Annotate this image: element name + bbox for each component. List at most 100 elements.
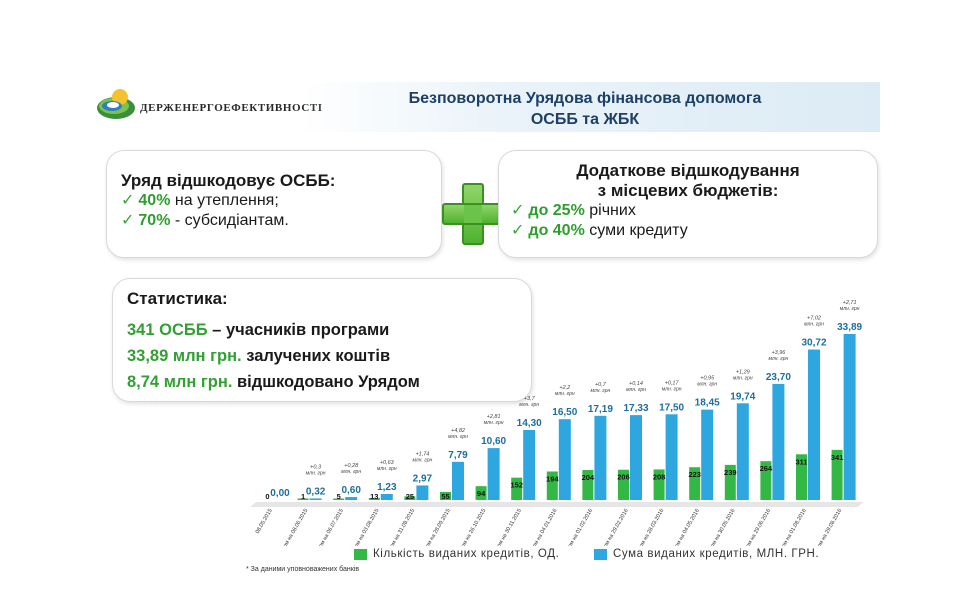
count-label: 194 <box>546 474 559 483</box>
government-item-2: ✓ 70% - субсидіантам. <box>121 211 441 231</box>
title-band <box>300 82 880 132</box>
count-bar <box>689 467 701 500</box>
category-label: станом на 03.08.2015 <box>348 508 381 546</box>
count-bar <box>582 470 594 500</box>
footnote: * За даними уповноважених банків <box>246 566 360 573</box>
increment-value: +7,02 <box>807 316 821 322</box>
stat-text: – учасників програми <box>207 321 390 339</box>
legend-swatch-blue <box>594 548 607 560</box>
local-heading-line-1: Додаткове відшкодування <box>576 161 800 180</box>
category-label: станом на 08.06.2015 <box>277 508 310 546</box>
category-label: станом на 28.03.2016 <box>633 508 666 546</box>
increment-value: +1,29 <box>736 369 750 375</box>
statistics-box: Статистика: 341 ОСББ – учасників програм… <box>112 278 532 402</box>
count-bar <box>653 469 665 500</box>
stat-value: 33,89 млн грн. <box>127 347 242 365</box>
category-label: станом на 06.07.2015 <box>312 508 345 546</box>
count-label: 239 <box>724 468 737 477</box>
sum-label: 1,23 <box>377 482 397 493</box>
increment-unit: млн. грн <box>804 322 824 328</box>
check-icon: ✓ <box>121 212 135 229</box>
chart-baseline <box>250 502 864 507</box>
count-bar <box>440 491 451 500</box>
local-item-2: ✓ до 40% суми кредиту <box>511 221 877 241</box>
check-icon: ✓ <box>121 192 135 209</box>
sum-bar <box>665 414 678 500</box>
category-label: станом на 29.02.2016 <box>597 508 630 546</box>
sum-label: 2,97 <box>413 473 433 484</box>
sum-bar <box>380 493 393 500</box>
sum-bar <box>309 498 322 500</box>
sum-bar <box>452 461 464 500</box>
increment-value: +3,7 <box>524 396 536 402</box>
count-bar <box>546 471 558 500</box>
sum-label: 18,45 <box>695 398 720 409</box>
increment-value: +0,14 <box>629 381 643 387</box>
sum-bar <box>630 415 642 500</box>
sum-label: 23,70 <box>766 372 791 383</box>
local-item-1: ✓ до 25% річних <box>511 201 877 221</box>
count-label: 152 <box>510 481 523 490</box>
sum-label: 33,89 <box>837 322 862 333</box>
count-label: 25 <box>406 492 414 501</box>
stat-line-2: 33,89 млн грн. залучених коштів <box>127 343 531 369</box>
sum-bar <box>416 485 429 500</box>
sum-bar <box>772 383 785 500</box>
legend-sum: Сума виданих кредитів, МЛН. ГРН. <box>594 548 819 560</box>
item-text: - субсидіантам. <box>170 212 289 229</box>
item-value: до 25% <box>528 202 585 219</box>
sum-label: 7,79 <box>448 450 468 461</box>
sum-label: 17,50 <box>659 402 684 413</box>
increment-unit: млн. грн <box>626 387 646 393</box>
increment-unit: млн. грн <box>733 375 753 381</box>
legend-label: Сума виданих кредитів, МЛН. ГРН. <box>613 548 820 560</box>
stat-line-3: 8,74 млн грн. відшкодовано Урядом <box>127 369 531 395</box>
increment-unit: млн. грн <box>555 391 575 397</box>
increment-value: +0,7 <box>595 382 607 388</box>
sum-label: 16,50 <box>552 407 577 418</box>
category-label: станом на 29.06.2016 <box>740 508 773 546</box>
increment-unit: млн. грн <box>377 466 397 472</box>
increment-value: +4,82 <box>451 428 465 434</box>
item-text: річних <box>584 202 636 219</box>
category-label: станом на 29.08.2016 <box>811 508 844 546</box>
category-label: 08.05.2015 <box>255 508 274 535</box>
stat-value: 341 ОСББ <box>127 321 208 339</box>
count-bar <box>404 496 416 500</box>
item-value: до 40% <box>528 222 585 239</box>
count-bar <box>475 486 487 500</box>
increment-unit: млн. грн <box>484 420 504 426</box>
sum-label: 17,19 <box>588 404 613 415</box>
increment-value: +2,81 <box>487 414 501 420</box>
category-label: станом на 01.08.2016 <box>775 508 808 546</box>
count-label: 206 <box>617 473 630 482</box>
count-bar <box>368 498 380 500</box>
sum-label: 0,60 <box>341 485 361 496</box>
statistics-heading: Статистика: <box>127 289 228 308</box>
item-value: 70% <box>138 212 171 229</box>
legend-count: Кількість виданих кредитів, ОД. <box>354 548 559 560</box>
category-label: станом на 30.05.2016 <box>704 508 737 546</box>
count-bar <box>618 469 629 500</box>
sum-label: 19,74 <box>730 391 755 402</box>
sum-bar <box>345 497 358 500</box>
increment-unit: млн. грн <box>662 386 682 392</box>
stat-value: 8,74 млн грн. <box>127 373 233 391</box>
legend-label: Кількість виданих кредитів, ОД. <box>373 548 560 560</box>
category-label: станом на 30.11.2015 <box>491 508 523 546</box>
sum-bar <box>523 429 536 500</box>
increment-value: +2,2 <box>559 385 570 391</box>
count-bar <box>333 498 345 500</box>
government-item-1: ✓ 40% на утеплення; <box>121 191 441 211</box>
sum-bar <box>736 403 749 500</box>
count-bar <box>297 498 309 500</box>
category-label: станом на 28.09.2015 <box>419 508 452 546</box>
count-label: 341 <box>831 453 844 462</box>
legend-swatch-green <box>354 548 367 560</box>
category-label: станом на 01.02.2016 <box>562 508 595 546</box>
local-budget-box: Додаткове відшкодування з місцевих бюдже… <box>498 150 878 258</box>
count-bar <box>831 449 843 500</box>
increment-unit: млн. грн <box>591 388 611 394</box>
count-label: 94 <box>477 489 486 498</box>
